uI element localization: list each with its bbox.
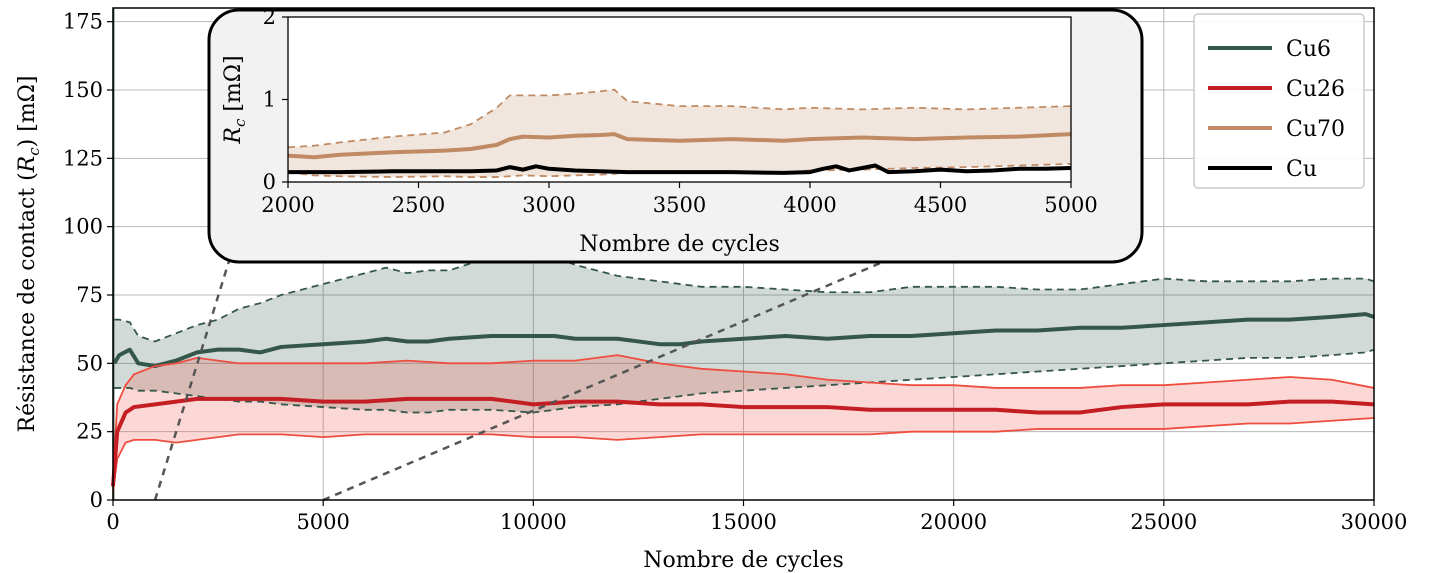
legend-box bbox=[1193, 13, 1365, 189]
legend-label-cu26: Cu26 bbox=[1286, 77, 1345, 102]
legend-label-cu6: Cu6 bbox=[1286, 37, 1331, 62]
legend-label-cu: Cu bbox=[1286, 157, 1317, 182]
inset-x-tick-label: 5000 bbox=[1044, 193, 1097, 217]
y-axis-label-pre: Résistance de contact ( bbox=[15, 172, 40, 432]
x-tick-label: 25000 bbox=[1130, 510, 1197, 534]
y-tick-label: 75 bbox=[76, 283, 103, 307]
inset-cu70-band bbox=[288, 89, 1071, 178]
y-tick-label: 175 bbox=[63, 10, 103, 34]
legend: Cu6 Cu26 Cu70 Cu bbox=[1193, 13, 1365, 189]
inset-x-tick-label: 2500 bbox=[392, 193, 445, 217]
legend-items: Cu6 Cu26 Cu70 Cu bbox=[1208, 37, 1345, 182]
inset-lines bbox=[287, 88, 1072, 178]
y-tick-label: 25 bbox=[76, 420, 103, 444]
inset-y-axis-label-sym: R bbox=[221, 127, 246, 145]
inset-cu70-upper-line bbox=[287, 88, 1072, 149]
inset-y-axis-label-post: [mΩ] bbox=[221, 55, 246, 118]
y-tick-label: 0 bbox=[90, 488, 103, 512]
inset-y-axis-label-sub: c bbox=[231, 118, 249, 127]
inset-y-axis-label: Rc [mΩ] bbox=[221, 55, 249, 144]
inset-y-tick-label: 2 bbox=[263, 5, 276, 29]
inset-x-tick-label: 2000 bbox=[261, 193, 314, 217]
legend-label-cu70: Cu70 bbox=[1286, 117, 1345, 142]
x-tick-label: 15000 bbox=[710, 510, 777, 534]
inset-plot-background bbox=[288, 17, 1071, 182]
cu6-band bbox=[114, 251, 1375, 413]
y-tick-label: 50 bbox=[76, 351, 103, 375]
y-tick-label: 125 bbox=[63, 146, 103, 170]
inset-y-tick-label: 0 bbox=[263, 170, 276, 194]
cu26-lower-line bbox=[112, 417, 1375, 492]
x-tick-label: 10000 bbox=[500, 510, 567, 534]
inset-ticks: 2000 2500 3000 3500 4000 4500 5000 0 1 2 bbox=[261, 5, 1097, 217]
x-tick-label: 20000 bbox=[920, 510, 987, 534]
x-tick-label: 0 bbox=[106, 510, 119, 534]
inset-y-tick-label: 1 bbox=[263, 88, 276, 112]
y-axis-label-sym: R bbox=[15, 156, 40, 174]
y-axis-label-post: ) [mΩ] bbox=[15, 75, 40, 147]
cu26-mean-line bbox=[111, 396, 1375, 487]
x-tick-label: 30000 bbox=[1341, 510, 1408, 534]
x-axis-label: Nombre de cycles bbox=[643, 548, 843, 573]
y-axis-label-sub: c bbox=[25, 147, 43, 156]
main-ticks: 0 5000 10000 15000 20000 25000 300000255075100… bbox=[63, 10, 1408, 534]
inset-x-tick-label: 4500 bbox=[914, 193, 967, 217]
main-bands bbox=[113, 251, 1375, 492]
y-tick-label: 100 bbox=[63, 215, 103, 239]
inset-cu-mean-line bbox=[288, 163, 1072, 175]
cu26-band bbox=[113, 355, 1374, 492]
cu6-upper-line bbox=[114, 250, 1375, 343]
cu26-upper-line bbox=[112, 354, 1375, 479]
cu6-mean-line bbox=[112, 312, 1375, 369]
inset-x-tick-label: 3500 bbox=[653, 193, 706, 217]
inset-cu70-mean-line bbox=[287, 132, 1072, 160]
inset-x-tick-label: 3000 bbox=[522, 193, 575, 217]
inset-x-tick-label: 4000 bbox=[783, 193, 836, 217]
inset-x-axis-label: Nombre de cycles bbox=[579, 232, 779, 257]
y-tick-label: 150 bbox=[63, 78, 103, 102]
y-axis-label: Résistance de contact (Rc) [mΩ] bbox=[15, 75, 43, 432]
inset-panel: 2000 2500 3000 3500 4000 4500 5000 0 1 2 Nombre d… bbox=[207, 5, 1144, 264]
x-tick-label: 5000 bbox=[296, 510, 349, 534]
inset-bands bbox=[288, 89, 1071, 178]
